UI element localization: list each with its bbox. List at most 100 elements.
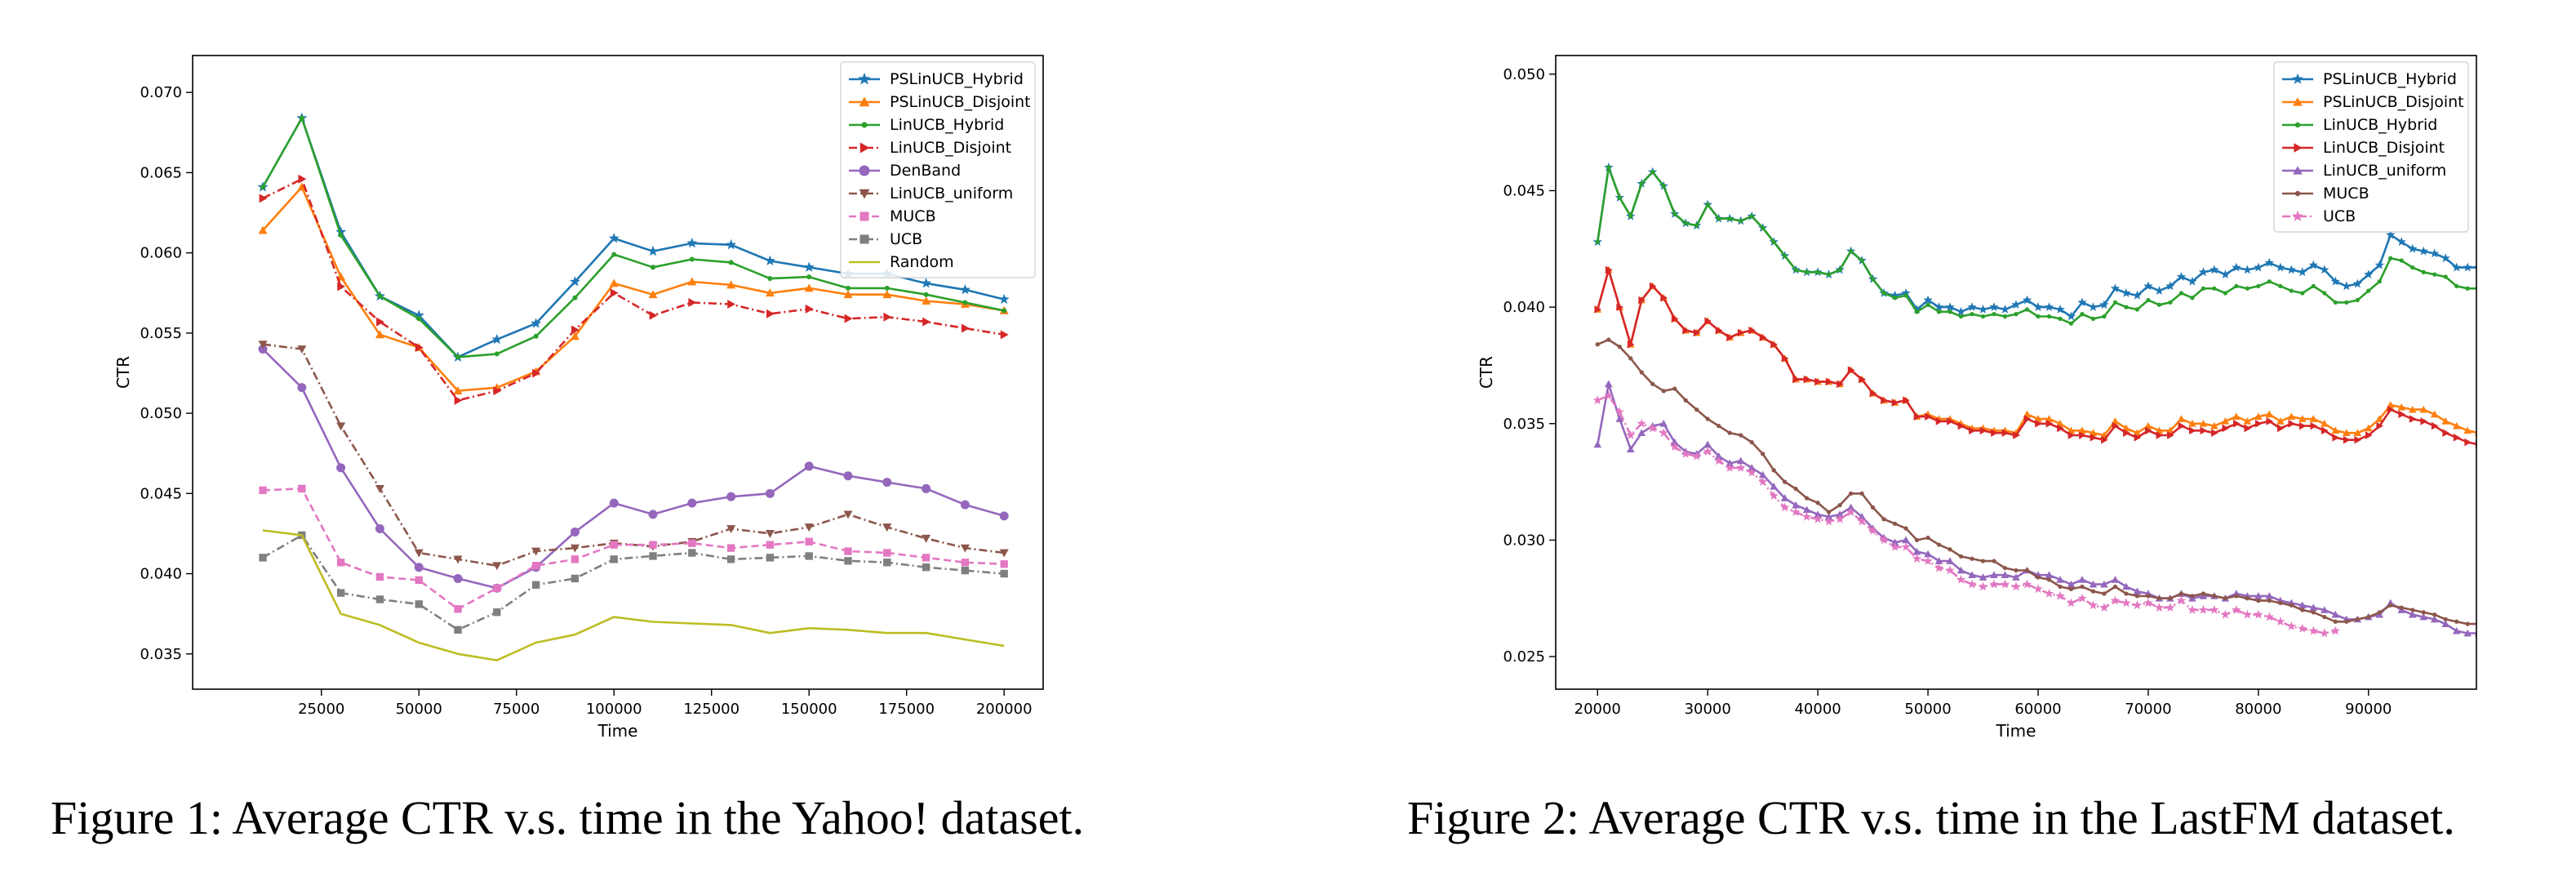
data-point bbox=[2386, 401, 2395, 408]
data-point bbox=[2090, 316, 2096, 322]
data-point bbox=[2463, 426, 2472, 434]
data-point bbox=[2410, 608, 2415, 612]
data-point bbox=[2421, 610, 2426, 615]
data-point bbox=[2278, 283, 2283, 289]
data-point bbox=[1671, 314, 1679, 323]
series-UCB bbox=[259, 531, 1008, 634]
data-point bbox=[1605, 265, 1613, 274]
data-point bbox=[2168, 300, 2173, 305]
legend-marker bbox=[2292, 73, 2303, 84]
data-point bbox=[2067, 431, 2076, 439]
data-point bbox=[2278, 600, 2283, 606]
data-point bbox=[686, 238, 698, 248]
data-point bbox=[2102, 314, 2107, 319]
data-point bbox=[2311, 610, 2316, 615]
y-tick-label: 0.050 bbox=[1503, 66, 1545, 83]
data-point bbox=[2300, 291, 2305, 296]
data-point bbox=[2352, 278, 2362, 288]
data-point bbox=[259, 194, 268, 203]
data-point bbox=[2123, 429, 2130, 437]
data-point bbox=[1648, 423, 1658, 433]
data-point bbox=[2264, 257, 2274, 267]
data-point bbox=[766, 541, 775, 549]
data-point bbox=[1779, 502, 1790, 512]
data-point bbox=[2410, 265, 2415, 270]
data-point bbox=[649, 541, 657, 549]
data-point bbox=[1956, 566, 1965, 574]
data-point bbox=[2418, 246, 2428, 256]
data-point bbox=[804, 283, 814, 292]
data-point bbox=[2199, 419, 2208, 427]
data-point bbox=[1956, 306, 1966, 316]
data-point bbox=[1704, 317, 1712, 326]
data-point bbox=[1725, 459, 1734, 467]
legend: PSLinUCB_Hybrid PSLinUCB_Disjoint LinUCB_H… bbox=[2273, 61, 2469, 233]
data-point bbox=[2014, 312, 2019, 317]
data-point bbox=[2232, 412, 2241, 421]
data-point bbox=[2146, 297, 2151, 303]
data-point bbox=[922, 534, 931, 543]
legend-entry: UCB bbox=[2282, 207, 2356, 225]
data-point bbox=[2330, 625, 2340, 635]
data-point bbox=[2377, 279, 2382, 284]
plot-frame bbox=[1555, 55, 2477, 690]
data-point bbox=[2532, 631, 2536, 635]
y-tick-label: 0.035 bbox=[1503, 416, 1545, 433]
data-point bbox=[803, 261, 815, 272]
data-point bbox=[1936, 309, 1942, 314]
data-point bbox=[2036, 575, 2041, 580]
data-point bbox=[1845, 507, 1856, 516]
data-point bbox=[2102, 591, 2107, 596]
data-point bbox=[1770, 482, 1778, 490]
data-point bbox=[1992, 312, 1996, 317]
data-point bbox=[2264, 612, 2274, 621]
legend-marker bbox=[2294, 190, 2301, 197]
data-point bbox=[1626, 445, 1635, 452]
data-point bbox=[1992, 559, 1996, 563]
data-point bbox=[258, 225, 268, 234]
data-point bbox=[2167, 431, 2174, 439]
data-point bbox=[1979, 426, 1988, 435]
data-point bbox=[2221, 417, 2230, 425]
data-point bbox=[2342, 429, 2351, 437]
data-point bbox=[2310, 421, 2318, 430]
data-point bbox=[1956, 574, 1966, 584]
data-point bbox=[2254, 592, 2263, 599]
data-point bbox=[1815, 269, 1820, 274]
data-point bbox=[1958, 554, 1964, 559]
data-point bbox=[2452, 626, 2461, 634]
y-axis-label: CTR bbox=[1477, 356, 1496, 389]
data-point bbox=[1736, 463, 1746, 472]
legend-label: DenBand bbox=[890, 162, 961, 180]
data-point bbox=[687, 277, 697, 286]
data-point bbox=[2188, 419, 2196, 427]
data-point bbox=[2507, 434, 2516, 441]
data-point bbox=[1804, 269, 1810, 274]
data-point bbox=[2077, 297, 2087, 307]
data-point bbox=[1945, 565, 1955, 575]
data-point bbox=[1672, 386, 1677, 391]
data-point bbox=[1650, 381, 1655, 386]
data-point bbox=[1694, 223, 1699, 228]
data-point bbox=[2496, 265, 2505, 274]
data-point bbox=[1869, 389, 1877, 398]
data-point bbox=[2485, 429, 2494, 436]
data-point bbox=[2243, 417, 2252, 425]
data-point bbox=[610, 555, 618, 563]
x-tick-label: 50000 bbox=[1904, 701, 1951, 718]
data-point bbox=[2133, 587, 2142, 595]
legend-label: UCB bbox=[890, 230, 922, 248]
data-point bbox=[1825, 377, 1833, 386]
data-point bbox=[1804, 496, 1810, 501]
figure-1-caption: Figure 1: Average CTR v.s. time in the Y… bbox=[51, 791, 1085, 844]
data-point bbox=[1824, 513, 1833, 520]
data-point bbox=[2452, 262, 2462, 272]
data-point bbox=[1948, 309, 1952, 314]
data-point bbox=[2165, 281, 2175, 291]
data-point bbox=[2286, 621, 2296, 630]
data-point bbox=[2463, 262, 2472, 272]
data-point bbox=[2540, 269, 2550, 278]
data-point bbox=[2110, 283, 2121, 293]
data-point bbox=[2198, 605, 2209, 614]
legend-entry: PSLinUCB_Hybrid bbox=[849, 70, 1024, 88]
